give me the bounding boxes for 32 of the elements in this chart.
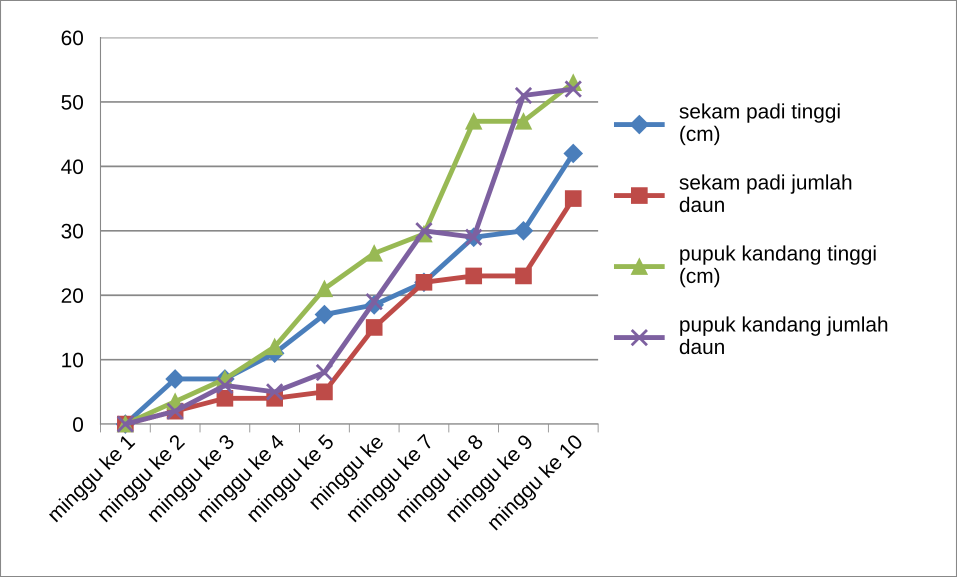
point — [564, 80, 582, 98]
point — [365, 292, 384, 311]
legend-label: sekam padi jumlah daun — [679, 174, 852, 212]
legend-label: pupuk kandang jumlah daun — [680, 316, 888, 354]
point — [515, 112, 532, 130]
point — [366, 319, 383, 336]
point — [366, 245, 383, 262]
point — [465, 268, 482, 284]
legend-label: sekam padi tinggi (cm) — [679, 103, 840, 146]
point — [515, 268, 532, 284]
point — [465, 112, 482, 130]
point — [266, 382, 284, 401]
point — [564, 144, 583, 164]
y-tick-label: 40 — [61, 159, 84, 174]
point — [266, 338, 283, 356]
point — [314, 305, 334, 324]
point — [166, 369, 185, 389]
point — [414, 222, 433, 240]
legend-label: pupuk kandang tinggi (cm) — [680, 245, 876, 288]
y-tick-label: 50 — [61, 94, 84, 110]
point — [316, 384, 333, 400]
y-tick-label: 0 — [73, 417, 84, 432]
y-tick-label: 30 — [61, 224, 84, 239]
y-tick-label: 60 — [62, 30, 84, 46]
point — [315, 364, 334, 382]
y-tick-label: 20 — [62, 288, 84, 303]
point — [564, 190, 582, 207]
point — [316, 280, 333, 298]
point — [514, 221, 534, 240]
y-tick-label: 10 — [62, 352, 84, 368]
point — [216, 376, 234, 394]
point — [514, 86, 533, 105]
